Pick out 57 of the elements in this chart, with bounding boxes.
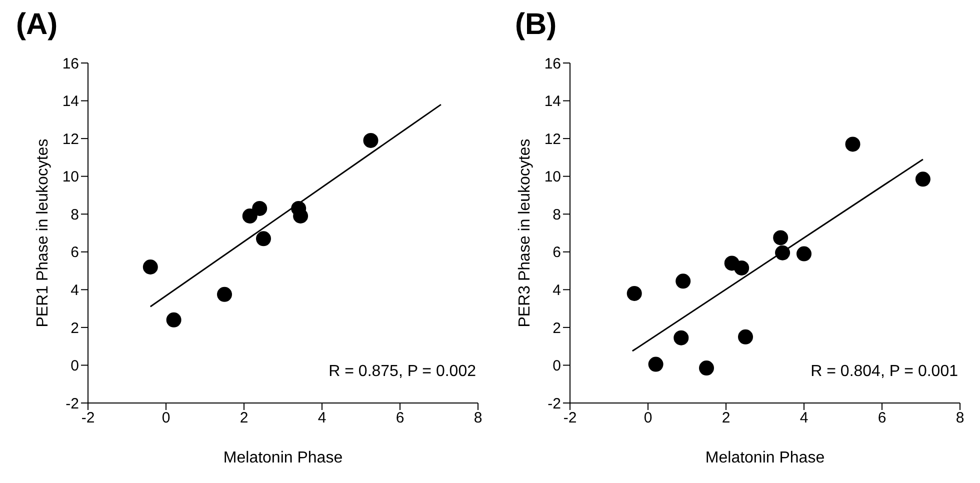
point <box>676 274 691 289</box>
x-tick-label: 8 <box>474 410 482 427</box>
y-tick-label: 0 <box>70 358 79 375</box>
x-tick-label: 0 <box>644 410 652 427</box>
y-tick-label: 6 <box>552 244 561 262</box>
point <box>626 286 642 301</box>
y-tick-label: 14 <box>544 93 561 110</box>
y-tick-label: 4 <box>552 282 561 299</box>
chart-title: (A) <box>16 8 58 42</box>
y-tick-label: 0 <box>552 358 561 375</box>
y-tick-label: 10 <box>544 168 561 186</box>
x-tick-label: 0 <box>162 410 170 427</box>
x-axis-title: Melatonin Phase <box>705 449 825 466</box>
point <box>738 329 753 344</box>
y-tick-label: 8 <box>552 206 561 224</box>
point <box>845 136 860 152</box>
point <box>648 356 664 372</box>
chart-title: (B) <box>515 8 557 42</box>
point <box>915 172 930 187</box>
y-tick-label: 6 <box>70 244 79 262</box>
x-tick-label: 4 <box>800 410 808 427</box>
y-tick-label: 2 <box>552 320 561 337</box>
y-tick-label: -2 <box>66 395 79 412</box>
x-tick-label: 4 <box>318 410 326 427</box>
y-axis-title: PER1 Phase in leukocytes <box>34 138 52 328</box>
point <box>734 260 750 276</box>
annotation: R = 0.804, P = 0.001 <box>810 363 958 381</box>
x-tick-label: 2 <box>240 410 248 427</box>
point <box>773 230 788 246</box>
y-axis-title: PER3 Phase in leukocytes <box>516 138 534 328</box>
y-tick-label: 4 <box>70 282 79 299</box>
annotation: R = 0.875, P = 0.002 <box>328 363 476 381</box>
y-tick-label: 12 <box>544 130 561 148</box>
point <box>699 360 714 376</box>
point <box>674 330 689 346</box>
point <box>217 286 232 302</box>
x-tick-label: 6 <box>396 410 404 427</box>
point <box>796 246 812 262</box>
y-tick-label: 2 <box>70 320 79 337</box>
point <box>293 208 308 224</box>
y-tick-label: 12 <box>62 130 79 148</box>
x-tick-label: 2 <box>722 410 730 427</box>
x-tick-label: 6 <box>878 410 886 427</box>
y-tick-label: 16 <box>544 55 561 72</box>
y-tick-label: -2 <box>548 395 561 412</box>
y-tick-label: 8 <box>70 206 79 224</box>
point <box>142 260 158 274</box>
y-tick-label: 16 <box>62 55 79 72</box>
point <box>363 132 378 148</box>
y-tick-label: 10 <box>62 168 79 186</box>
x-axis-title: Melatonin Phase <box>223 449 343 466</box>
y-tick-label: 14 <box>62 93 79 110</box>
x-tick-label: 8 <box>956 410 964 427</box>
point <box>256 231 271 246</box>
point <box>252 200 268 216</box>
point <box>166 312 182 328</box>
point <box>242 208 258 224</box>
